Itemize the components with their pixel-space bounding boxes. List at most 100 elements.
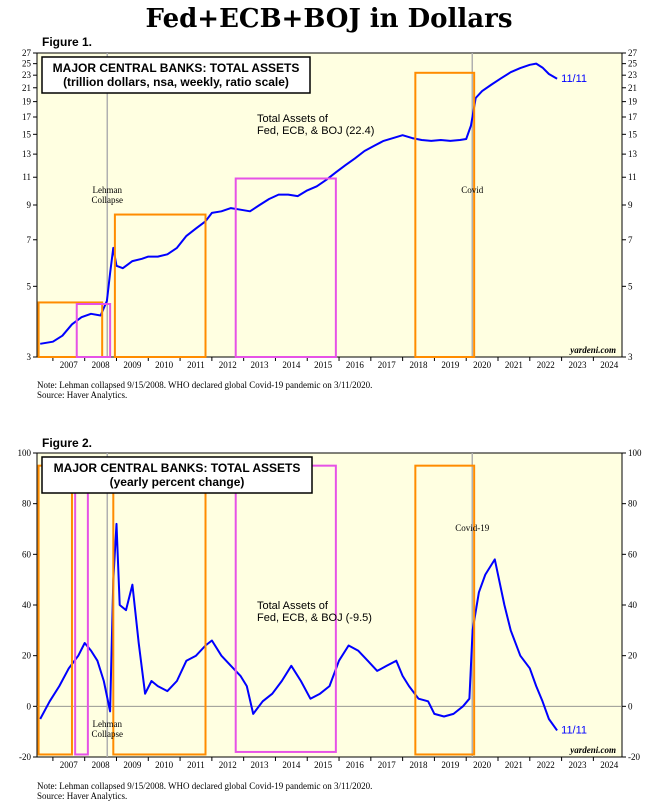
fig1-highlight-box-orange	[113, 213, 207, 358]
fig1-xtick-label: 2011	[187, 360, 205, 370]
fig2-xtick-label: 2020	[473, 760, 492, 770]
fig2-ytick-label-right: 40	[628, 600, 638, 610]
fig2-event-label: Covid-19	[455, 523, 490, 533]
fig2-xtick-label: 2009	[123, 760, 142, 770]
fig2-ytick-label-left: 80	[22, 499, 32, 509]
fig1-highlight-box-magenta	[75, 303, 112, 359]
fig1-ytick-label-right: 25	[628, 59, 638, 69]
fig1-ytick-label-left: 13	[22, 149, 32, 159]
fig1-event-label: Covid	[461, 185, 484, 195]
fig1-series-label-2: Fed, ECB, & BOJ (22.4)	[257, 125, 374, 137]
fig1-xtick-label: 2013	[251, 360, 270, 370]
fig1-ytick-label-right: 19	[628, 97, 638, 107]
fig1-xtick-label: 2023	[568, 360, 587, 370]
fig2-ytick-label-left: 0	[27, 701, 32, 711]
fig1-xtick-label: 2007	[60, 360, 79, 370]
fig1-xtick-label: 2021	[505, 360, 523, 370]
fig2-xtick-label: 2008	[92, 760, 111, 770]
fig1-end-label: 11/11	[561, 73, 587, 85]
fig1-ytick-label-left: 3	[27, 352, 32, 362]
fig1-ytick-label-right: 15	[628, 129, 638, 139]
fig2-series-label: Total Assets of	[257, 600, 329, 612]
fig2-ytick-label-left: 40	[22, 600, 32, 610]
fig1-xtick-label: 2010	[155, 360, 174, 370]
fig2-xtick-label: 2013	[251, 760, 270, 770]
fig1-highlight-box-orange	[37, 301, 104, 358]
fig1-xtick-label: 2012	[219, 360, 237, 370]
fig1-highlight-box-orange	[414, 71, 476, 358]
fig1-source: Source: Haver Analytics.	[37, 390, 127, 400]
fig1-highlight-box-magenta	[234, 177, 337, 358]
fig1-xtick-label: 2024	[600, 360, 619, 370]
fig2-xtick-label: 2012	[219, 760, 237, 770]
fig1-ytick-label-right: 21	[628, 83, 637, 93]
fig1-xtick-label: 2015	[314, 360, 333, 370]
fig1-ytick-label-left: 19	[22, 97, 32, 107]
fig1-ytick-label-left: 17	[22, 112, 32, 122]
fig1-ytick-label-left: 23	[22, 70, 32, 80]
fig1-xtick-label: 2016	[346, 360, 365, 370]
fig2-event-label: Lehman	[93, 719, 123, 729]
fig1-xtick-label: 2019	[441, 360, 460, 370]
fig1-ytick-label-left: 5	[27, 281, 32, 291]
fig2-plot-area	[36, 452, 623, 758]
fig2-title-box	[41, 456, 313, 494]
fig2-ytick-label-left: 100	[18, 448, 32, 458]
fig2-source: Source: Haver Analytics.	[37, 791, 127, 801]
fig1-ytick-label-left: 7	[27, 235, 32, 245]
fig1-ytick-label-right: 11	[628, 172, 637, 182]
fig1-xtick-label: 2018	[410, 360, 429, 370]
fig1-event-label-2: Collapse	[92, 195, 124, 205]
fig1-ytick-label-right: 5	[628, 281, 633, 291]
fig2-ytick-label-left: 20	[22, 651, 32, 661]
fig2-ytick-label-right: 0	[628, 701, 633, 711]
fig2-end-label: 11/11	[561, 724, 587, 736]
fig1-xtick-label: 2009	[123, 360, 142, 370]
fig1-ytick-label-right: 7	[628, 235, 633, 245]
fig1-ytick-label-left: 11	[22, 172, 31, 182]
fig2-figure-label: Figure 2.	[42, 436, 92, 450]
fig2-xtick-label: 2016	[346, 760, 365, 770]
fig2-xtick-label: 2017	[378, 760, 397, 770]
fig1-ytick-label-right: 3	[628, 352, 633, 362]
fig1-ytick-label-right: 13	[628, 149, 638, 159]
fig2-chart-subtitle: (yearly percent change)	[110, 475, 245, 489]
fig1-brand: yardeni.com	[569, 345, 616, 355]
fig1-xtick-label: 2017	[378, 360, 397, 370]
fig2-note: Note: Lehman collapsed 9/15/2008. WHO de…	[37, 781, 372, 791]
fig1-ytick-label-left: 27	[22, 48, 32, 58]
fig2-xtick-label: 2023	[568, 760, 587, 770]
fig1-ytick-label-right: 23	[628, 70, 638, 80]
fig2-ytick-label-left: 60	[22, 549, 32, 559]
fig2-event-label-2: Collapse	[92, 729, 124, 739]
fig2-brand: yardeni.com	[569, 745, 616, 755]
fig2-xtick-label: 2021	[505, 760, 523, 770]
fig2-series-label-2: Fed, ECB, & BOJ (-9.5)	[257, 612, 372, 624]
fig2-ytick-label-right: 60	[628, 549, 638, 559]
fig1-chart-title: MAJOR CENTRAL BANKS: TOTAL ASSETS	[53, 61, 300, 75]
fig1-plot-area	[36, 52, 623, 358]
fig1-xtick-label: 2014	[282, 360, 301, 370]
fig1-ytick-label-left: 21	[22, 83, 31, 93]
fig2-ytick-label-left: -20	[19, 752, 31, 762]
page-title: Fed+ECB+BOJ in Dollars	[145, 4, 513, 34]
fig2-xtick-label: 2011	[187, 760, 205, 770]
fig2-xtick-label: 2010	[155, 760, 174, 770]
fig1-ytick-label-left: 15	[22, 129, 32, 139]
fig1-xtick-label: 2020	[473, 360, 492, 370]
fig1-title-box	[41, 56, 311, 94]
fig1-ytick-label-left: 9	[27, 200, 32, 210]
fig1-series-label: Total Assets of	[257, 113, 329, 125]
fig1-figure-label: Figure 1.	[42, 35, 92, 49]
fig1-ytick-label-right: 17	[628, 112, 638, 122]
fig2-ytick-label-right: 80	[628, 499, 638, 509]
fig2-xtick-label: 2018	[410, 760, 429, 770]
fig2-xtick-label: 2022	[537, 760, 555, 770]
fig2-xtick-label: 2015	[314, 760, 333, 770]
fig2-xtick-label: 2014	[282, 760, 301, 770]
fig1-note: Note: Lehman collapsed 9/15/2008. WHO de…	[37, 380, 372, 390]
fig1-series-line	[40, 62, 558, 345]
fig2-ytick-label-right: 20	[628, 651, 638, 661]
fig2-xtick-label: 2007	[60, 760, 79, 770]
